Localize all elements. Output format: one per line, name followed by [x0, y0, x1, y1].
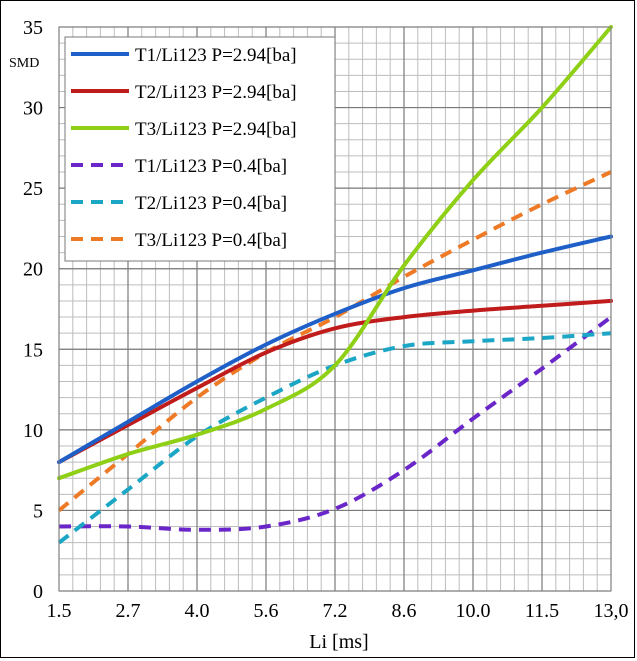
x-tick-label: 4.0	[185, 600, 210, 622]
y-tick-label: 5	[33, 500, 43, 522]
y-tick-label: 25	[23, 178, 43, 200]
y-tick-label: 30	[23, 98, 43, 120]
y-tick-label: 15	[23, 339, 43, 361]
y-tick-label: 35	[23, 17, 43, 39]
series-line-1	[57, 234, 613, 465]
legend-label: T1/Li123 P=0.4[ba]	[135, 156, 287, 177]
legend-label: T2/Li123 P=2.94[ba]	[135, 82, 297, 103]
plot-area-border	[58, 26, 612, 592]
y-tick-label: 10	[23, 420, 43, 442]
legend-box	[64, 36, 336, 262]
x-tick-label: 10.0	[456, 600, 491, 622]
y-axis-label: SMD	[9, 56, 39, 71]
x-tick-label: 8.6	[392, 600, 417, 622]
y-tick-label: 20	[23, 259, 43, 281]
series-line-3	[57, 25, 613, 481]
legend-label: T3/Li123 P=0.4[ba]	[135, 230, 287, 251]
x-tick-label: 5.6	[254, 600, 279, 622]
legend-label: T2/Li123 P=0.4[ba]	[135, 193, 287, 214]
series-line-4	[58, 315, 613, 532]
x-tick-label: 1.5	[47, 600, 72, 622]
x-axis-tick-labels: 1.5 2.7 4.0 5.6 7.2 8.6 10.0 11.5 13,0	[47, 600, 629, 622]
legend: T1/Li123 P=2.94[ba] T2/Li123 P=2.94[ba] T3…	[64, 36, 336, 262]
series-line-6	[57, 170, 612, 512]
series-lines	[57, 25, 613, 545]
y-tick-label: 0	[33, 581, 43, 603]
y-axis-tick-labels: 0 5 10 15 20 25 30 35	[23, 17, 43, 603]
x-tick-label: 2.7	[116, 600, 141, 622]
series-line-2	[57, 298, 613, 465]
x-tick-label: 11.5	[525, 600, 559, 622]
legend-label: T3/Li123 P=2.94[ba]	[135, 119, 297, 140]
x-axis-label: Li [ms]	[309, 631, 368, 653]
x-tick-label: 7.2	[323, 600, 348, 622]
legend-label: T1/Li123 P=2.94[ba]	[135, 45, 297, 66]
x-tick-label: 13,0	[594, 600, 629, 622]
